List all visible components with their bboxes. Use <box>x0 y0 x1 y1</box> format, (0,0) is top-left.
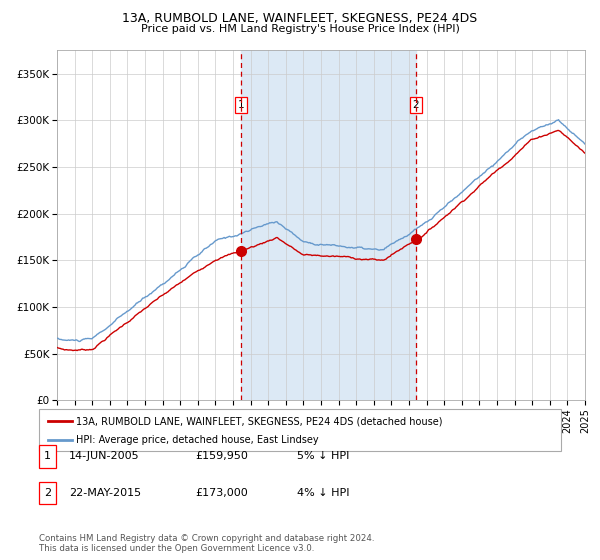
Text: 2: 2 <box>44 488 51 498</box>
Text: 14-JUN-2005: 14-JUN-2005 <box>69 451 140 461</box>
Text: 13A, RUMBOLD LANE, WAINFLEET, SKEGNESS, PE24 4DS (detached house): 13A, RUMBOLD LANE, WAINFLEET, SKEGNESS, … <box>76 417 443 426</box>
Text: £159,950: £159,950 <box>195 451 248 461</box>
Bar <box>241 50 416 400</box>
Text: 1: 1 <box>44 451 51 461</box>
Text: HPI: Average price, detached house, East Lindsey: HPI: Average price, detached house, East… <box>76 435 319 445</box>
Text: 1: 1 <box>238 100 244 110</box>
Text: 5% ↓ HPI: 5% ↓ HPI <box>297 451 349 461</box>
Text: 22-MAY-2015: 22-MAY-2015 <box>69 488 141 498</box>
Text: 2: 2 <box>413 100 419 110</box>
Text: 13A, RUMBOLD LANE, WAINFLEET, SKEGNESS, PE24 4DS: 13A, RUMBOLD LANE, WAINFLEET, SKEGNESS, … <box>122 12 478 25</box>
Text: Contains HM Land Registry data © Crown copyright and database right 2024.
This d: Contains HM Land Registry data © Crown c… <box>39 534 374 553</box>
Text: 4% ↓ HPI: 4% ↓ HPI <box>297 488 349 498</box>
Text: Price paid vs. HM Land Registry's House Price Index (HPI): Price paid vs. HM Land Registry's House … <box>140 24 460 34</box>
Text: £173,000: £173,000 <box>195 488 248 498</box>
